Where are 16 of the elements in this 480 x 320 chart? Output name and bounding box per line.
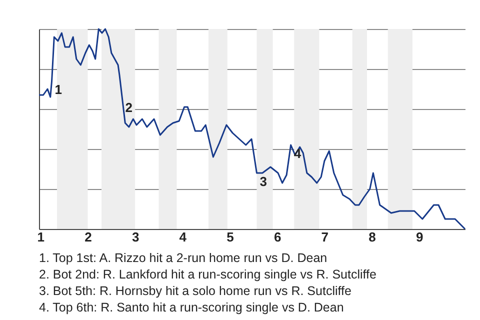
x-tick-label: 1	[37, 230, 45, 244]
x-tick-label: 2	[84, 230, 92, 244]
annotation: 3	[260, 174, 267, 189]
annotation: 1	[54, 82, 62, 97]
text: 2. Bot 2nd: R. Lankford hit a run-scoring single vs R. Sutcliffe	[39, 268, 376, 282]
x-tick-label: 5	[226, 230, 234, 244]
text: 4. Top 6th: R. Santo hit a run-scoring single vs D. Dean	[39, 300, 344, 314]
x-tick-label: 6	[274, 230, 282, 244]
annotation: 2	[125, 100, 133, 115]
text: 1. Top 1st: A. Rizzo hit a 2-run home run vs D. Dean	[39, 251, 328, 265]
x-tick-label: 7	[321, 230, 329, 244]
x-tick-label: 8	[368, 230, 376, 244]
x-tick-label: 3	[132, 230, 140, 244]
text: 3. Bot 5th: R. Hornsby hit a solo home run vs R. Sutcliffe	[39, 284, 352, 298]
x-tick-label: 9	[416, 230, 424, 244]
x-tick-label: 4	[179, 230, 188, 244]
